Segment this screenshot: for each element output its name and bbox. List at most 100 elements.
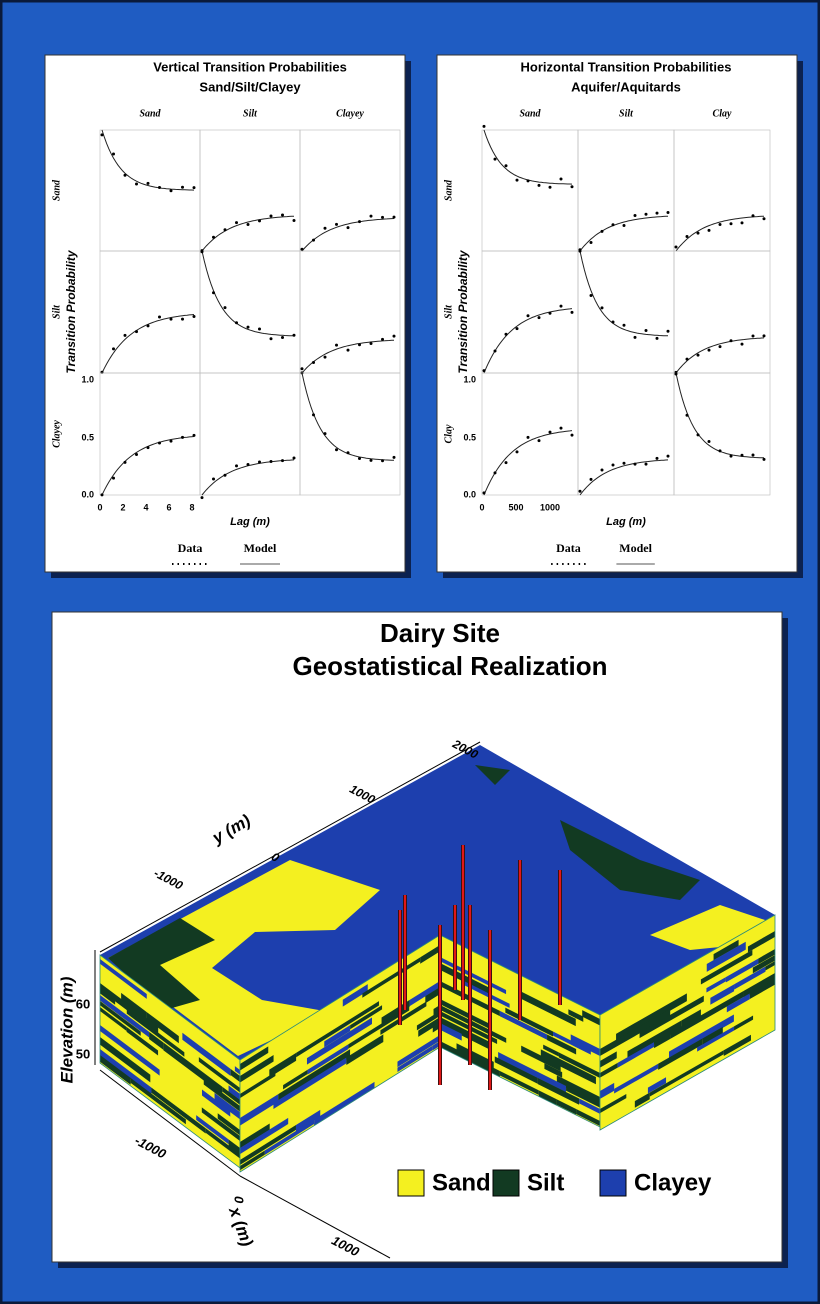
data-dot [112, 476, 115, 480]
data-dot [633, 335, 637, 339]
data-dot [223, 306, 227, 310]
panel-title: Horizontal Transition Probabilities [521, 59, 732, 74]
stripe [540, 1049, 596, 1085]
data-dot [269, 214, 273, 218]
data-dot [281, 336, 284, 340]
stripe [547, 1034, 577, 1055]
stripe [658, 1038, 703, 1070]
stripe [697, 1026, 735, 1052]
stripe [654, 1032, 671, 1049]
stripe [100, 1001, 141, 1036]
model-curve [483, 308, 573, 374]
data-dot [246, 223, 250, 227]
stripe [100, 983, 159, 1034]
stripe [228, 1085, 240, 1101]
stripe [440, 1017, 489, 1049]
row-label: Silt [443, 304, 454, 319]
data-dot [666, 210, 670, 214]
stripe [538, 1090, 557, 1106]
stripe [537, 1077, 580, 1105]
data-dot [548, 430, 552, 434]
data-dot [223, 473, 227, 477]
data-dot [181, 185, 184, 189]
data-dot [482, 369, 486, 373]
data-dot [537, 439, 541, 443]
data-dot [655, 211, 659, 215]
stripe [499, 1070, 539, 1095]
elevation-tick-label: 50 [76, 1046, 90, 1061]
stripe [100, 989, 116, 1005]
data-dot [729, 454, 733, 458]
stripe [234, 1066, 240, 1075]
stripe [576, 1109, 600, 1126]
side-face [600, 915, 775, 1130]
data-dot [644, 462, 648, 466]
model-curve [101, 129, 195, 191]
data-dot [674, 245, 678, 249]
data-dot [718, 222, 722, 226]
stripe [600, 1062, 618, 1078]
data-dot [707, 348, 711, 352]
data-dot [622, 224, 626, 228]
data-dot [292, 333, 296, 337]
data-dot [123, 333, 127, 337]
stripe [570, 1034, 600, 1056]
top-patch [475, 765, 510, 785]
data-dot [292, 456, 296, 460]
stripe [397, 1045, 433, 1073]
stripe [240, 1071, 276, 1099]
data-dot [537, 183, 541, 187]
data-dot [644, 328, 648, 332]
data-dot [312, 238, 315, 242]
y-tick-label: 1.0 [463, 374, 476, 384]
data-dot [169, 189, 173, 193]
data-dot [381, 459, 384, 463]
row-label: Sand [51, 179, 62, 201]
stripe [639, 995, 704, 1039]
row-label: Clay [443, 424, 454, 443]
stripe [710, 984, 735, 1005]
stripe [100, 1049, 152, 1095]
stripe [182, 1032, 231, 1077]
stripe [240, 1123, 270, 1149]
data-dot [622, 461, 626, 465]
panel [436, 54, 798, 573]
data-dot [192, 314, 196, 318]
data-dot [335, 448, 338, 452]
data-dot [146, 324, 150, 328]
data-dot [644, 212, 648, 216]
data-dot [123, 173, 127, 177]
stripe [617, 1042, 655, 1068]
elevation-label: Elevation (m) [57, 976, 76, 1083]
data-dot [504, 461, 508, 465]
data-dot [729, 339, 733, 343]
legend-swatch [599, 1169, 627, 1197]
stripe [397, 1035, 440, 1068]
stripe [600, 1082, 615, 1099]
data-dot [707, 440, 711, 444]
stripe [544, 1063, 563, 1078]
stripe [440, 963, 491, 996]
model-curve [579, 215, 669, 252]
stripe [681, 1009, 701, 1028]
data-dot [146, 181, 150, 185]
legend-label: Model [244, 541, 277, 555]
top-patch [108, 918, 215, 1010]
stripe [126, 1009, 185, 1057]
y-axis-label: Transition Probability [64, 249, 78, 373]
stripe [627, 1020, 682, 1060]
data-dot [526, 314, 530, 318]
stripe [749, 979, 775, 999]
data-dot [589, 477, 593, 481]
panel-title: Aquifer/Aquitards [571, 79, 681, 94]
data-dot [482, 124, 486, 128]
x-tick-label: 0 [97, 502, 102, 512]
row-label: Clayey [51, 420, 62, 448]
data-dot [392, 334, 396, 338]
stripe [100, 1037, 151, 1083]
stripe [752, 955, 775, 974]
data-dot [570, 185, 574, 189]
stripe [380, 1001, 427, 1035]
